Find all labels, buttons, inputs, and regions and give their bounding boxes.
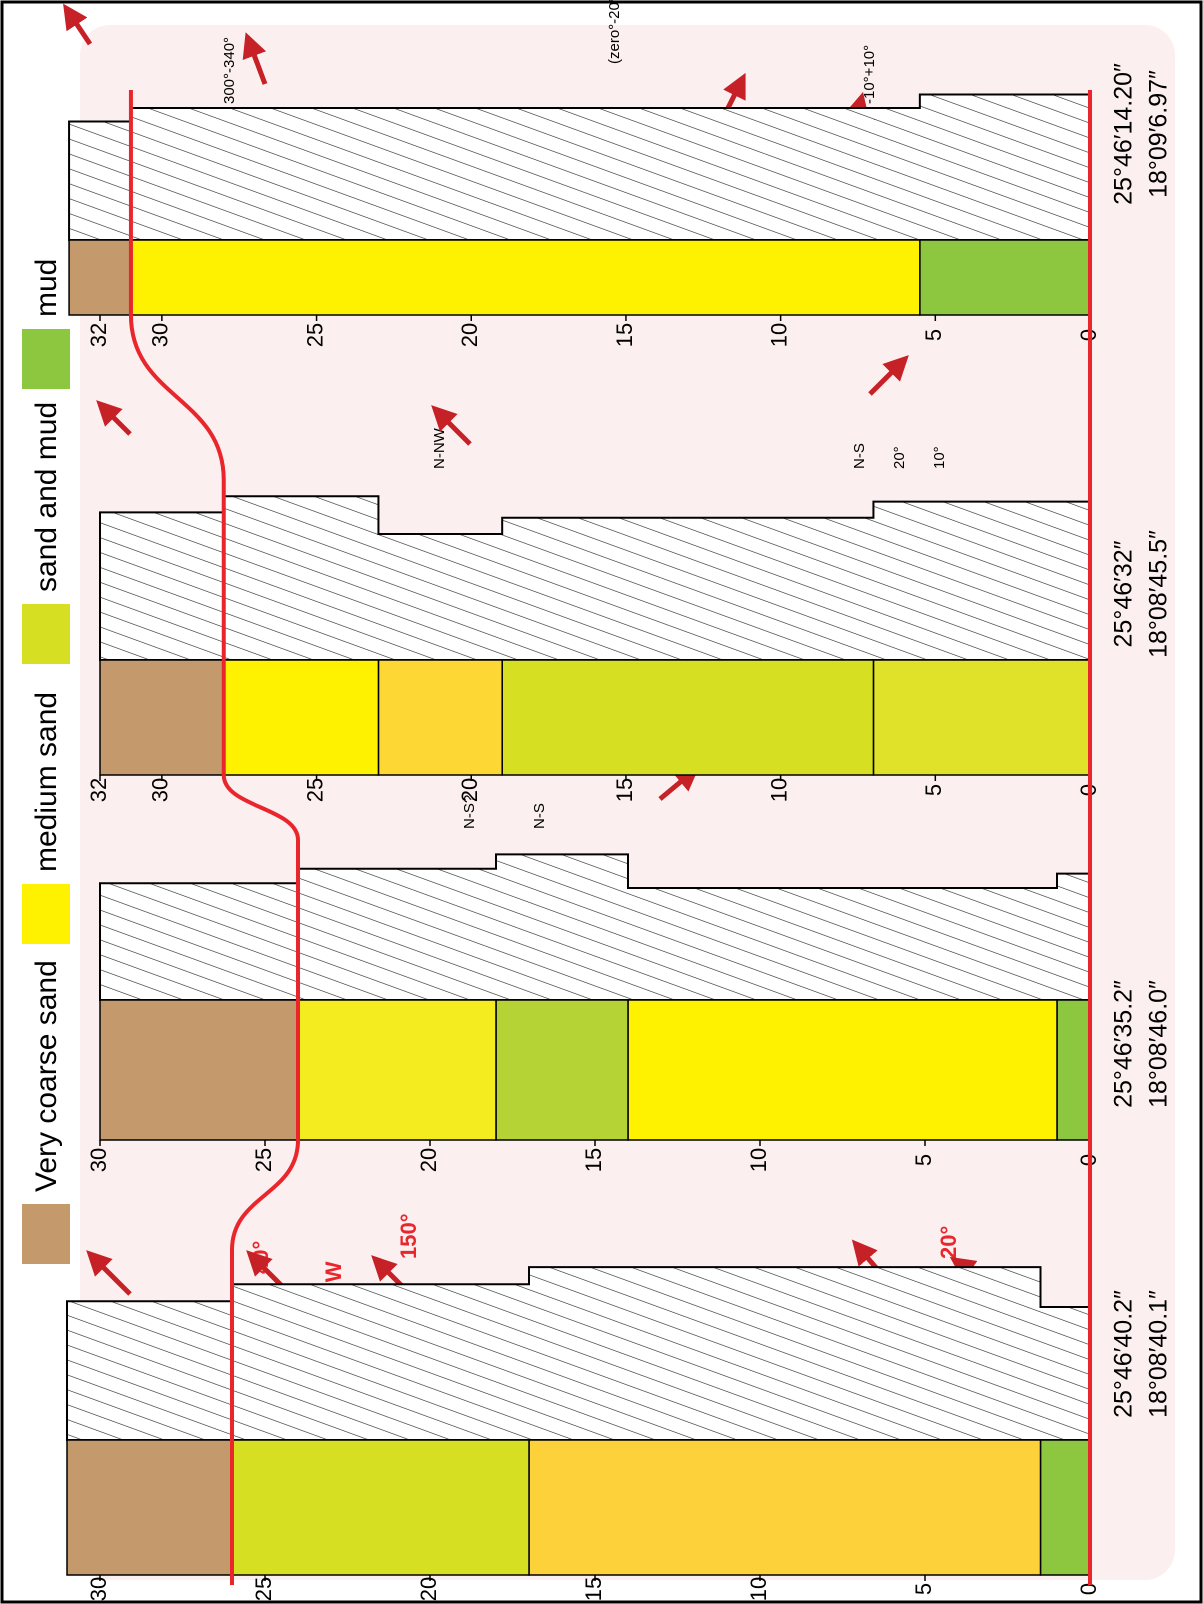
lithology-layer	[1057, 1000, 1090, 1140]
legend-swatch	[22, 329, 70, 389]
legend-label: Very coarse sand	[30, 960, 63, 1192]
tick-label: 5	[921, 329, 946, 341]
tick-label: 5	[921, 784, 946, 796]
annotation: 10°	[931, 446, 948, 469]
annotation: 40°	[248, 1241, 273, 1274]
outcrop-hatch	[100, 496, 1090, 660]
tick-label: 5	[911, 1154, 936, 1166]
coordinate: 25°46′14.20″	[1110, 63, 1138, 205]
annotation: N-NW	[431, 427, 448, 469]
tick-label: 20	[416, 1577, 441, 1601]
tick-label: 25	[302, 323, 327, 347]
lithology-layer	[502, 660, 873, 775]
lithology-layer	[529, 1440, 1041, 1575]
lithology-layer	[496, 1000, 628, 1140]
coordinate: 25°46′32″	[1110, 540, 1138, 647]
coordinate: 18°08′46.0″	[1145, 980, 1173, 1108]
tick-label: 10	[746, 1577, 771, 1601]
tick-label: 32	[86, 778, 111, 802]
annotation: 300°-340°	[221, 37, 238, 104]
lithology-layer	[628, 1000, 1057, 1140]
annotation: N-S	[531, 803, 548, 829]
lithology-layer	[920, 240, 1090, 315]
legend-swatch	[22, 604, 70, 664]
lithology-layer	[873, 660, 1090, 775]
tick-label: 10	[746, 1148, 771, 1172]
figure: Very coarse sand medium sand sand and mu…	[0, 0, 1203, 1604]
annotation: 20°	[936, 1226, 961, 1259]
tick-label: 10	[766, 323, 791, 347]
coordinate: 25°46′40.2″	[1110, 1290, 1138, 1418]
annotation: (zero°-20°)	[606, 0, 623, 64]
tick-label: 5	[911, 1583, 936, 1595]
tick-label: 30	[86, 1148, 111, 1172]
lithology-layer	[69, 240, 131, 315]
annotation: -10°+10°	[861, 45, 878, 104]
tick-label: 15	[581, 1148, 606, 1172]
tick-label: 15	[581, 1577, 606, 1601]
lithology-layer	[100, 1000, 298, 1140]
tick-label: 30	[148, 778, 173, 802]
coordinate: 18°08′45.5″	[1145, 530, 1173, 658]
lithology-layer	[131, 240, 920, 315]
lithology-layer	[232, 1440, 529, 1575]
tick-label: 32	[86, 323, 111, 347]
lithology-layer	[298, 1000, 496, 1140]
tick-label: 20	[457, 323, 482, 347]
outcrop-hatch	[69, 95, 1090, 241]
annotation: 150°	[396, 1213, 421, 1259]
legend-label: sand and mud	[30, 402, 63, 592]
tick-label: 25	[251, 1577, 276, 1601]
tick-label: 30	[86, 1577, 111, 1601]
lithology-layer	[224, 660, 379, 775]
coordinate: 18°09′6.97″	[1145, 70, 1173, 198]
legend-label: mud	[30, 259, 63, 317]
tick-label: 15	[612, 323, 637, 347]
lithology-layer	[1041, 1440, 1091, 1575]
coordinate: 18°08′40.1″	[1145, 1290, 1173, 1418]
tick-label: 25	[251, 1148, 276, 1172]
legend-swatch	[22, 884, 70, 944]
legend-label: medium sand	[30, 692, 63, 872]
tick-label: 20	[416, 1148, 441, 1172]
annotation: 20°	[891, 446, 908, 469]
tick-label: 10	[766, 778, 791, 802]
tick-label: 30	[148, 323, 173, 347]
lithology-layer	[67, 1440, 232, 1575]
lithology-layer	[100, 660, 224, 775]
tick-label: 15	[612, 778, 637, 802]
tick-label: 25	[302, 778, 327, 802]
lithology-layer	[378, 660, 502, 775]
tick-label: 20	[457, 778, 482, 802]
annotation: N-S	[851, 443, 868, 469]
legend-swatch	[22, 1204, 70, 1264]
coordinate: 25°46′35.2″	[1110, 980, 1138, 1108]
